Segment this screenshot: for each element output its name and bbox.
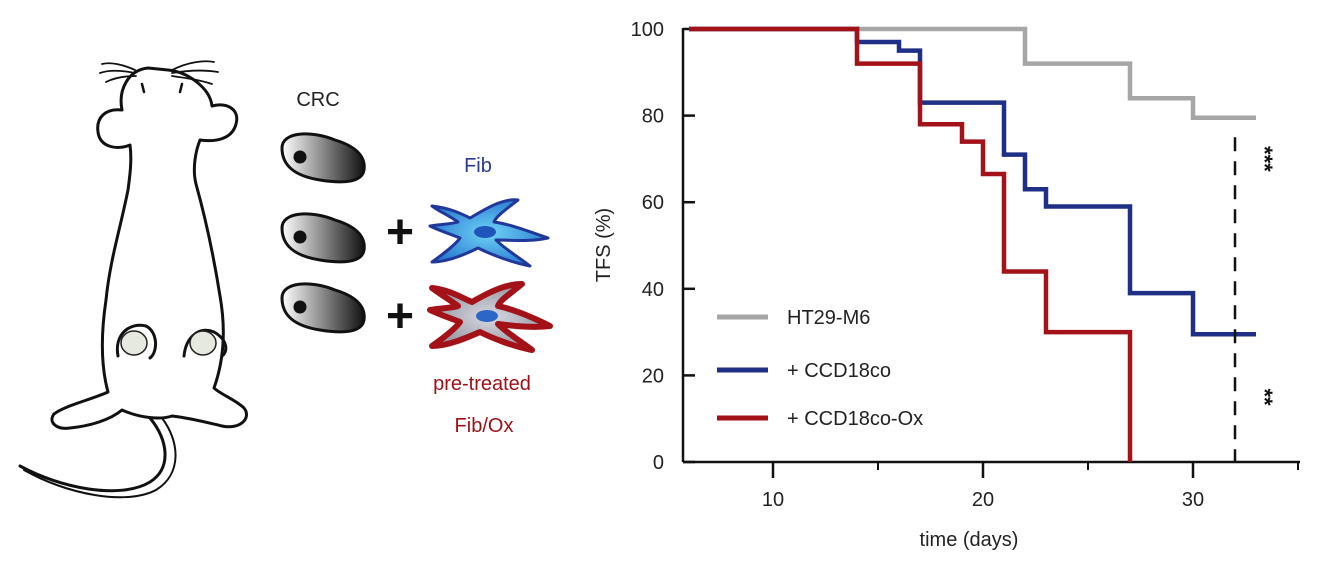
fibroblast-cell [428,198,550,268]
x-tick-label: 20 [972,489,994,511]
series-group [689,26,1256,462]
mouse-body-outline [50,66,248,430]
plus-sign-fib-ox: + [386,290,414,343]
crc-cell-3 [280,282,366,334]
x-tick-label: 30 [1182,489,1204,511]
series-line-0 [689,26,1256,121]
y-tick-label: 60 [642,192,664,214]
mouse-eye-left [140,82,146,94]
y-tick-label: 40 [642,279,664,301]
mouse-illustration [18,60,248,499]
pretreated-label-line1: pre-treated [433,373,531,395]
legend-entry-ccd18co-ox: + CCD18co-Ox [717,408,923,430]
legend-entry-ccd18co: + CCD18co [717,360,891,382]
whiskers-right [171,60,219,85]
x-axis-label: time (days) [920,529,1019,551]
y-tick-label: 20 [642,365,664,387]
mouse-tail-inner [23,417,177,499]
x-ticks: 10 20 30 [762,462,1299,511]
significance-annotation-0: *** [1252,146,1277,172]
pretreated-label-line2: Fib/Ox [455,415,514,437]
fib-label: Fib [464,155,492,177]
plus-sign-fib: + [386,206,414,259]
mouse-eye-right [178,82,184,94]
y-axis-label: TFS (%) [593,208,615,282]
legend-label-ccd18co-ox: + CCD18co-Ox [787,408,923,430]
y-tick-label: 80 [642,106,664,128]
tumor-right [182,328,228,358]
crc-label: CRC [296,89,339,111]
significance-annotation-1: ** [1252,388,1277,406]
y-tick-label: 0 [653,452,664,474]
mouse-tail [18,416,167,493]
legend: HT29-M6 + CCD18co + CCD18co-Ox [717,307,923,430]
tumor-left [115,323,157,360]
legend-entry-ht29: HT29-M6 [717,307,870,329]
crc-cell-1 [280,132,366,184]
series-line-1 [689,26,1256,337]
y-tick-label: 100 [631,19,664,41]
series-line-2 [689,26,1133,462]
legend-label-ccd18co: + CCD18co [787,360,891,382]
legend-label-ht29: HT29-M6 [787,307,870,329]
crc-cell-2 [280,212,366,264]
x-tick-label: 10 [762,489,784,511]
annotation-group: ***** [1252,146,1277,406]
pretreated-fibroblast-cell [427,281,553,353]
y-ticks: 0 20 40 60 80 100 [631,19,695,474]
whiskers-left [99,62,137,83]
